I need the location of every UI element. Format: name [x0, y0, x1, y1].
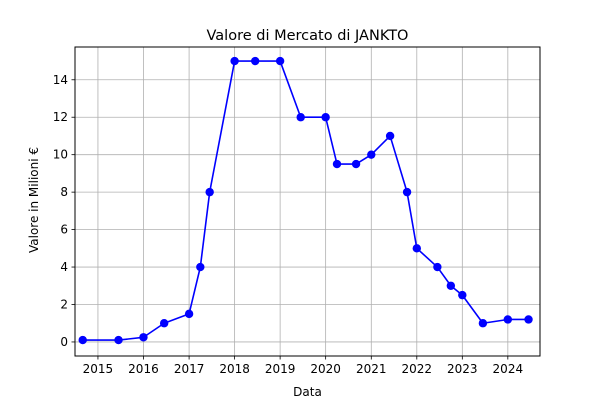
data-point — [139, 333, 148, 342]
x-tick-label: 2023 — [447, 362, 478, 376]
x-tick-label: 2015 — [83, 362, 114, 376]
x-axis-label: Data — [293, 385, 322, 399]
y-tick-label: 0 — [60, 335, 68, 349]
data-series — [78, 56, 533, 345]
data-point — [412, 244, 421, 253]
data-point — [458, 290, 467, 300]
data-point — [114, 335, 123, 345]
x-tick-label: 2017 — [174, 362, 205, 376]
data-point — [446, 281, 456, 290]
data-point — [524, 315, 533, 324]
data-point — [478, 319, 488, 328]
data-point — [78, 335, 87, 345]
data-point — [230, 56, 239, 66]
x-tick-label: 2018 — [219, 362, 250, 376]
x-tick-label: 2021 — [356, 362, 387, 376]
data-point — [351, 159, 361, 169]
x-tick-label: 2024 — [493, 362, 524, 376]
y-tick-label: 14 — [53, 73, 68, 87]
data-point — [402, 187, 412, 197]
y-tick-label: 8 — [60, 185, 68, 199]
x-tick-label: 2022 — [402, 362, 433, 376]
data-point — [275, 56, 285, 66]
data-point — [159, 319, 169, 328]
data-point — [184, 309, 194, 319]
plot-frame — [74, 46, 541, 357]
x-tick-label: 2020 — [310, 362, 341, 376]
data-point — [503, 315, 513, 324]
data-point — [385, 131, 395, 141]
x-tick-label: 2016 — [128, 362, 159, 376]
y-tick-label: 6 — [60, 223, 68, 237]
data-point — [321, 113, 330, 122]
y-axis-label: Valore in Milioni € — [27, 147, 41, 253]
data-point — [367, 150, 376, 159]
y-tick-label: 12 — [53, 110, 68, 124]
x-tick-label: 2019 — [265, 362, 296, 376]
axis-ticks: 2015 2016 2017 2018 2019 2020 2021 2022 2023 2024… — [53, 73, 523, 376]
chart-title: Valore di Mercato di JANKTO — [207, 28, 409, 44]
data-point — [250, 56, 260, 66]
y-tick-label: 10 — [53, 148, 68, 162]
data-point — [433, 262, 442, 272]
data-point — [332, 159, 342, 169]
grid-lines — [75, 47, 540, 356]
data-point — [205, 187, 214, 197]
data-point — [196, 262, 205, 272]
data-point — [296, 113, 305, 122]
y-tick-label: 4 — [60, 260, 68, 274]
y-tick-label: 2 — [60, 298, 68, 312]
